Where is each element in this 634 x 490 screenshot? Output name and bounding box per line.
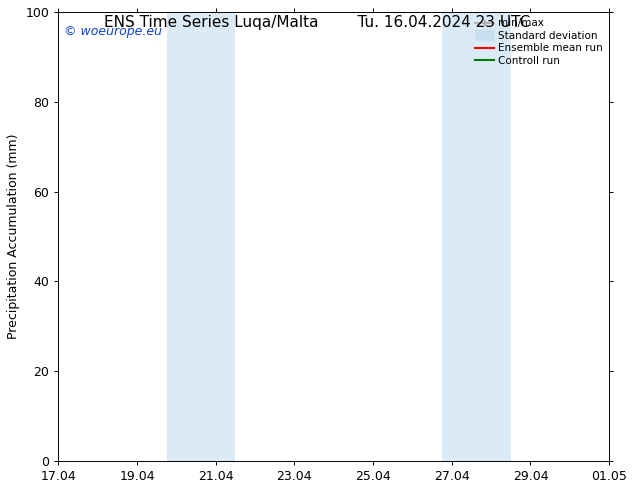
Text: © woeurope.eu: © woeurope.eu bbox=[64, 25, 162, 38]
Y-axis label: Precipitation Accumulation (mm): Precipitation Accumulation (mm) bbox=[7, 134, 20, 339]
Text: ENS Time Series Luqa/Malta        Tu. 16.04.2024 23 UTC: ENS Time Series Luqa/Malta Tu. 16.04.202… bbox=[104, 15, 530, 30]
Bar bbox=[206, 12, 235, 461]
Legend: min/max, Standard deviation, Ensemble mean run, Controll run: min/max, Standard deviation, Ensemble me… bbox=[471, 14, 607, 70]
Bar bbox=[167, 12, 206, 461]
Bar bbox=[472, 12, 511, 461]
Bar bbox=[442, 12, 472, 461]
